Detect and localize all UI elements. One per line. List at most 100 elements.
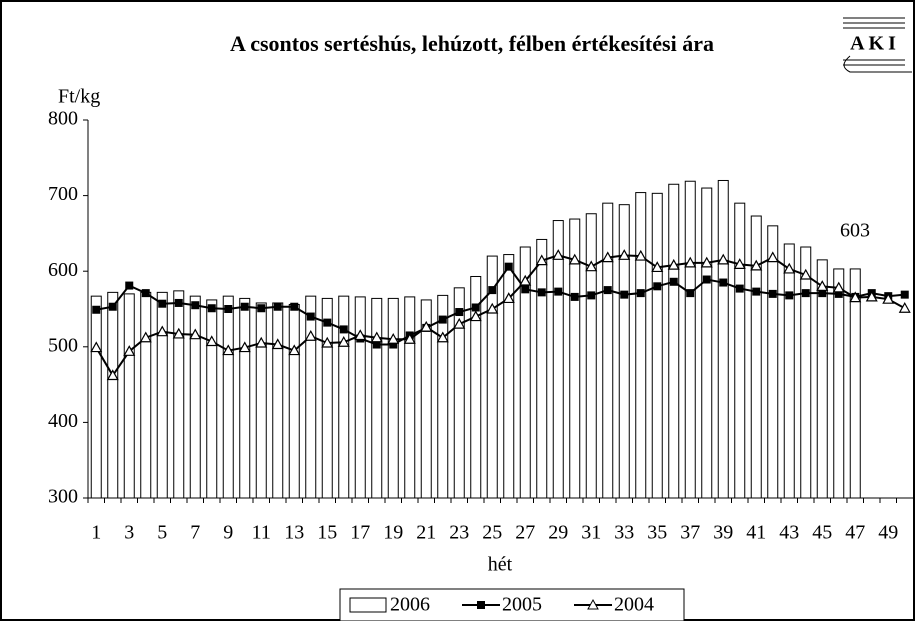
logo: AKI: [843, 17, 912, 73]
marker: [816, 280, 829, 291]
marker: [438, 315, 447, 324]
marker: [618, 249, 631, 260]
marker: [768, 289, 777, 298]
marker: [337, 336, 350, 347]
x-tick-label: 31: [581, 522, 601, 544]
marker: [106, 369, 119, 381]
marker: [257, 304, 266, 313]
marker: [735, 284, 744, 293]
marker: [684, 256, 697, 268]
marker: [521, 285, 530, 294]
marker: [785, 291, 794, 300]
bar: [272, 302, 284, 499]
marker: [205, 335, 218, 347]
bar: [140, 291, 152, 499]
y-tick-label: 700: [48, 183, 78, 205]
x-tick-label: 41: [746, 522, 766, 544]
marker: [620, 290, 629, 299]
bar: [354, 296, 366, 499]
marker: [372, 340, 381, 349]
bar: [503, 254, 515, 499]
marker: [653, 282, 662, 291]
marker: [304, 329, 317, 341]
marker: [717, 253, 730, 265]
bar: [734, 202, 746, 499]
marker: [568, 253, 581, 265]
marker: [139, 331, 152, 343]
marker: [585, 260, 598, 272]
x-tick-label: 17: [350, 522, 370, 544]
marker: [389, 340, 398, 349]
marker: [667, 258, 680, 270]
marker: [686, 289, 695, 298]
x-tick-label: 23: [449, 522, 469, 544]
bar: [321, 297, 333, 499]
bar: [107, 291, 119, 499]
marker: [486, 302, 499, 314]
x-tick-label: 11: [252, 522, 271, 544]
bar: [618, 204, 630, 499]
marker: [271, 338, 284, 350]
bar: [635, 192, 647, 499]
marker: [123, 345, 136, 356]
bar: [651, 192, 663, 499]
marker: [733, 258, 746, 269]
marker: [387, 333, 400, 344]
bar: [239, 297, 251, 499]
marker: [90, 341, 103, 353]
marker: [504, 262, 513, 271]
marker: [174, 298, 183, 307]
bar: [684, 180, 696, 499]
bar: [750, 215, 762, 499]
marker: [636, 289, 645, 298]
marker: [290, 302, 299, 311]
marker: [420, 320, 433, 332]
legend-label: 2004: [614, 594, 654, 616]
bar: [585, 213, 597, 499]
bar: [288, 303, 300, 499]
bar: [767, 225, 779, 499]
marker: [238, 341, 251, 353]
marker: [570, 292, 579, 301]
marker: [92, 305, 101, 314]
bar: [371, 297, 383, 499]
marker: [288, 344, 301, 356]
logo-text: AKI: [850, 33, 900, 55]
marker: [306, 312, 315, 321]
x-tick-label: 3: [124, 522, 134, 544]
marker: [818, 289, 827, 298]
y-tick-label: 500: [48, 334, 78, 356]
x-tick-label: 35: [647, 522, 667, 544]
x-axis-label: hét: [488, 554, 513, 576]
x-tick-label: 1: [91, 522, 101, 544]
bar: [552, 220, 564, 499]
marker: [255, 336, 268, 348]
marker: [766, 251, 779, 263]
marker: [651, 261, 664, 273]
y-tick-label: 600: [48, 259, 78, 281]
bar: [90, 295, 102, 499]
marker: [156, 325, 169, 337]
marker: [141, 289, 150, 298]
marker: [323, 318, 332, 327]
marker: [222, 344, 235, 356]
marker: [469, 310, 482, 322]
x-tick-label: 29: [548, 522, 568, 544]
chart-title: A csontos sertéshús, lehúzott, félben ér…: [230, 31, 714, 56]
marker: [849, 291, 862, 303]
annotation: 603: [840, 220, 870, 242]
marker: [669, 277, 678, 286]
marker: [502, 292, 515, 304]
marker: [832, 281, 845, 293]
legend-box: [339, 588, 685, 621]
x-tick-label: 27: [515, 522, 535, 544]
bar: [717, 179, 729, 499]
legend-marker: [477, 601, 485, 609]
marker: [189, 328, 202, 340]
marker: [537, 288, 546, 297]
marker: [158, 299, 167, 308]
marker: [603, 286, 612, 295]
x-tick-label: 47: [845, 522, 865, 544]
marker: [799, 268, 812, 280]
